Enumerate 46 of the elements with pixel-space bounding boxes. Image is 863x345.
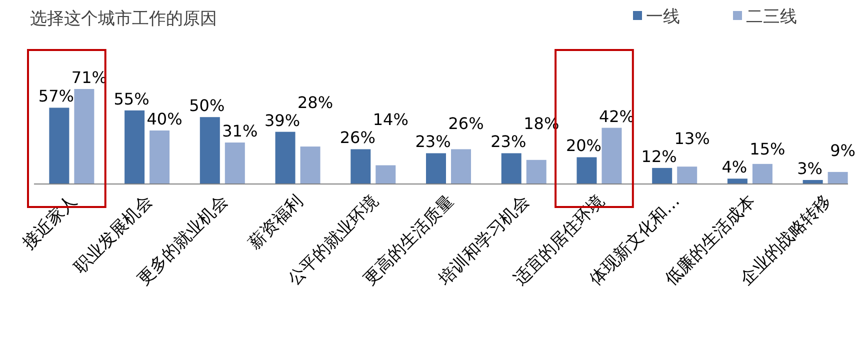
chart-title: 选择这个城市工作的原因 (30, 9, 217, 29)
data-label: 20% (566, 136, 602, 156)
bar (224, 142, 245, 184)
x-tick-label: 薪资福利 (245, 191, 308, 254)
bar (350, 149, 371, 184)
legend-item: 一线 (633, 7, 680, 27)
bar (752, 164, 772, 184)
data-label: 12% (641, 146, 677, 166)
data-label: 15% (750, 140, 786, 159)
legend-item: 二三线 (733, 7, 797, 27)
bar (124, 110, 145, 184)
bar (677, 166, 698, 184)
bar (451, 149, 471, 184)
bar (49, 108, 70, 184)
data-label: 23% (490, 132, 526, 152)
data-label: 57% (38, 86, 74, 106)
bar (74, 89, 94, 184)
bar (828, 172, 848, 184)
bar (602, 128, 622, 184)
bar (200, 117, 220, 184)
bar (576, 157, 597, 184)
bar (727, 178, 748, 184)
data-label: 40% (146, 109, 182, 128)
data-label: 28% (297, 92, 334, 112)
data-label: 13% (674, 128, 710, 148)
bar (652, 168, 672, 184)
bar (501, 153, 522, 184)
data-label: 3% (797, 158, 823, 178)
data-label: 14% (372, 110, 408, 130)
bar (526, 160, 546, 184)
data-label: 26% (448, 114, 484, 134)
data-label: 39% (264, 110, 300, 130)
bar (300, 146, 320, 184)
bar (275, 132, 296, 184)
bar (426, 153, 446, 184)
data-label: 26% (340, 128, 376, 148)
data-label: 31% (222, 122, 258, 141)
bar (376, 165, 396, 184)
legend-label: 一线 (646, 7, 680, 27)
data-label: 55% (114, 89, 150, 108)
bar (150, 130, 170, 184)
data-label: 4% (722, 158, 748, 177)
legend-label: 二三线 (746, 7, 797, 27)
data-label: 50% (189, 96, 225, 116)
data-label: 9% (830, 140, 856, 160)
data-label: 23% (415, 132, 451, 152)
